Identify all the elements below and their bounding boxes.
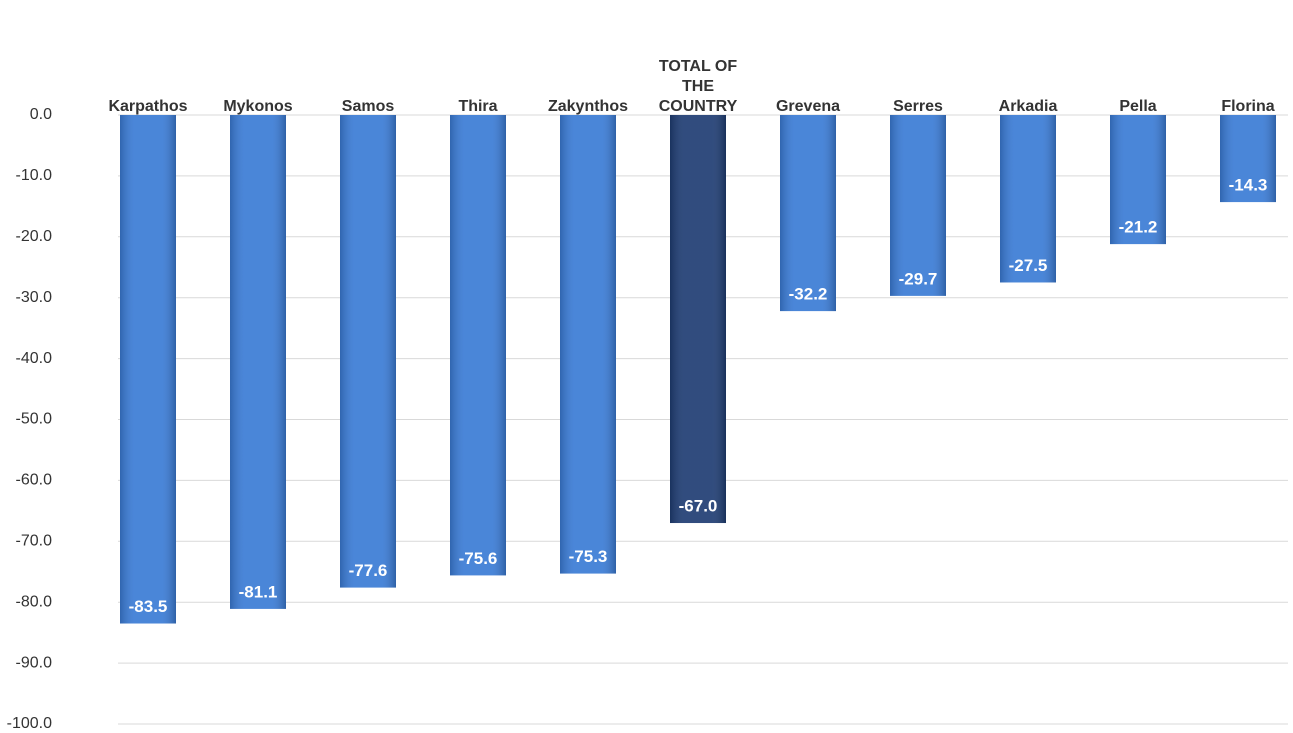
x-tick-label: Grevena bbox=[775, 98, 841, 115]
value-label: -27.5 bbox=[1009, 256, 1048, 275]
y-tick-label: -30.0 bbox=[16, 289, 53, 306]
x-tick-label: Serres bbox=[893, 98, 943, 115]
x-tick-label: TOTAL OF THE COUNTRY bbox=[658, 58, 738, 115]
value-label: -14.3 bbox=[1229, 176, 1268, 195]
bar-shade bbox=[890, 115, 946, 296]
value-label: -83.5 bbox=[129, 597, 168, 616]
bar-shade bbox=[560, 115, 616, 574]
y-tick-label: -20.0 bbox=[16, 228, 53, 245]
x-tick-label: Pella bbox=[1119, 98, 1157, 115]
y-tick-label: -50.0 bbox=[16, 411, 53, 428]
y-tick-label: 0.0 bbox=[30, 106, 52, 123]
y-tick-label: -40.0 bbox=[16, 350, 53, 367]
x-tick-label: Thira bbox=[458, 98, 498, 115]
bar-shade bbox=[230, 115, 286, 609]
bar-shade bbox=[450, 115, 506, 576]
x-tick-label: Mykonos bbox=[223, 98, 293, 115]
y-tick-label: -90.0 bbox=[16, 654, 53, 671]
y-tick-label: -80.0 bbox=[16, 593, 53, 610]
value-label: -77.6 bbox=[349, 561, 388, 580]
bar-shade bbox=[1220, 115, 1276, 203]
y-tick-label: -100.0 bbox=[7, 715, 52, 732]
x-tick-label: Samos bbox=[341, 98, 395, 115]
bar-shade bbox=[670, 115, 726, 524]
bar-shade bbox=[1000, 115, 1056, 283]
value-label: -81.1 bbox=[239, 582, 278, 601]
x-tick-label: Florina bbox=[1221, 98, 1275, 115]
bar-shade bbox=[340, 115, 396, 588]
value-label: -75.6 bbox=[459, 549, 498, 568]
value-label: -67.0 bbox=[679, 497, 718, 516]
value-label: -32.2 bbox=[789, 285, 828, 304]
x-tick-label: Arkadia bbox=[998, 98, 1058, 115]
value-label: -21.2 bbox=[1119, 218, 1158, 237]
value-label: -29.7 bbox=[899, 269, 938, 288]
bar-shade bbox=[120, 115, 176, 624]
x-tick-label: Zakynthos bbox=[547, 98, 628, 115]
bar-shade bbox=[1110, 115, 1166, 245]
y-tick-label: -10.0 bbox=[16, 167, 53, 184]
y-tick-label: -70.0 bbox=[16, 533, 53, 550]
x-tick-label: Karpathos bbox=[108, 98, 188, 115]
value-label: -75.3 bbox=[569, 547, 608, 566]
y-tick-label: -60.0 bbox=[16, 472, 53, 489]
bar-shade bbox=[780, 115, 836, 312]
